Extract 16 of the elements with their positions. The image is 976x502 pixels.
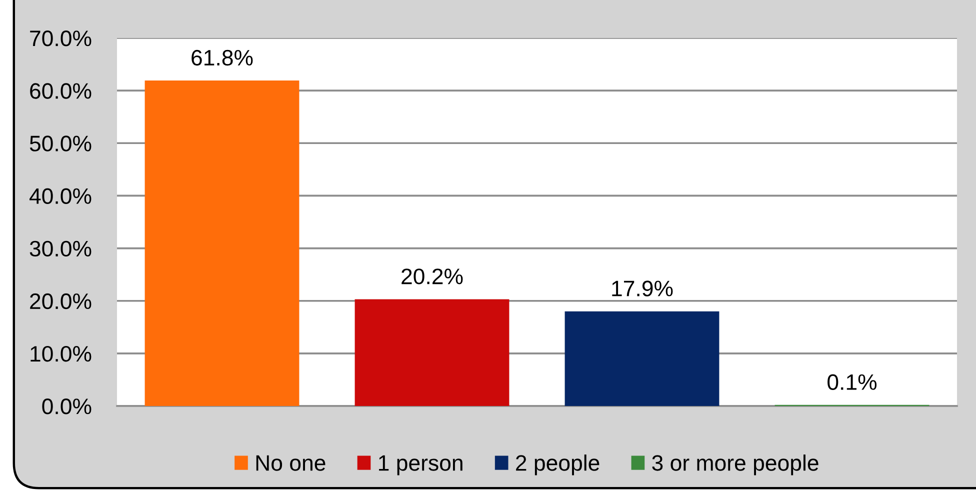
data-label: 61.8% <box>192 50 253 66</box>
y-tick-label: 40.0% <box>30 188 92 204</box>
data-label: 17.9% <box>612 280 673 296</box>
y-tick-label: 0.0% <box>42 398 92 414</box>
y-tick-label: 60.0% <box>30 83 92 99</box>
legend-label: 1 person <box>379 455 462 476</box>
y-tick-label: 10.0% <box>30 346 92 362</box>
y-tick-label: 70.0% <box>30 30 92 46</box>
legend-label: 3 or more people <box>652 454 818 476</box>
legend-label: No one <box>256 455 326 471</box>
data-label: 20.2% <box>402 268 463 284</box>
data-label: 0.1% <box>828 374 877 390</box>
y-tick-label: 20.0% <box>30 293 92 310</box>
y-tick-label: 50.0% <box>30 136 92 152</box>
y-tick-label: 30.0% <box>30 240 92 257</box>
legend-label: 2 people <box>516 454 600 476</box>
